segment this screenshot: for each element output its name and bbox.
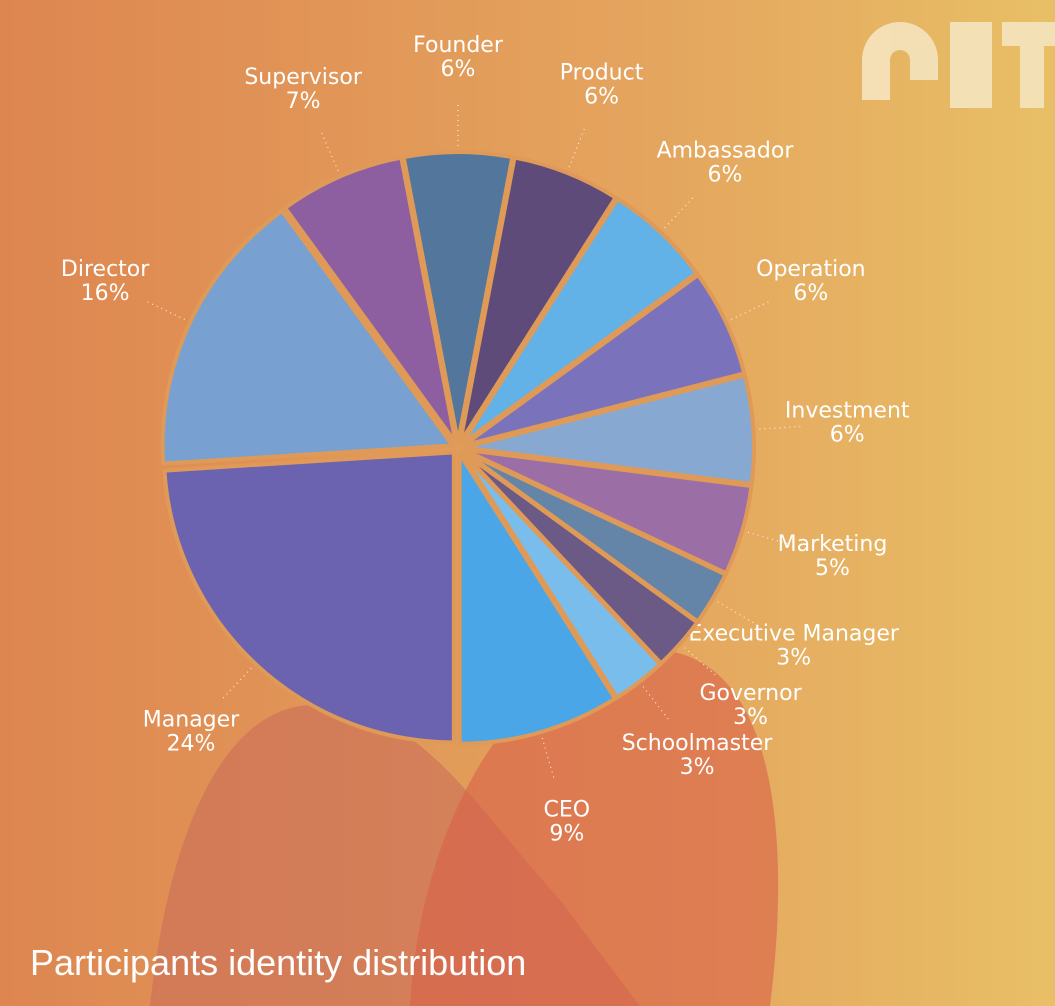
slice-value-label: 5% bbox=[815, 556, 850, 581]
slice-value-label: 3% bbox=[680, 755, 715, 780]
chart-title: Participants identity distribution bbox=[30, 942, 526, 983]
slice-label: CEO bbox=[544, 798, 591, 823]
slice-label: Product bbox=[560, 60, 644, 85]
slice-label: Supervisor bbox=[244, 65, 363, 90]
slice-label: Operation bbox=[756, 257, 865, 282]
slice-label: Marketing bbox=[778, 532, 888, 557]
slice-label: Governor bbox=[699, 681, 802, 706]
slice-value-label: 6% bbox=[584, 84, 619, 109]
slice-value-label: 3% bbox=[733, 705, 768, 730]
slice-label: Ambassador bbox=[657, 139, 795, 164]
slice-value-label: 6% bbox=[441, 57, 476, 82]
slice-value-label: 6% bbox=[830, 423, 865, 448]
chart: Founder6%Product6%Ambassador6%Operation6… bbox=[0, 0, 1055, 1006]
slice-label: Manager bbox=[143, 707, 240, 732]
slice-value-label: 16% bbox=[81, 281, 130, 306]
slice-value-label: 9% bbox=[549, 822, 584, 847]
slice-label: Schoolmaster bbox=[622, 731, 774, 756]
slice-value-label: 7% bbox=[286, 89, 321, 114]
slice-label: Director bbox=[61, 257, 150, 282]
slice-label: Founder bbox=[413, 33, 504, 58]
slice-value-label: 6% bbox=[708, 163, 743, 188]
slice-value-label: 3% bbox=[776, 646, 811, 671]
page: {"chart_data": {"type": "pie", "title": … bbox=[0, 0, 1055, 1006]
slice-label: Investment bbox=[785, 399, 910, 424]
slice-value-label: 24% bbox=[167, 731, 216, 756]
slice-value-label: 6% bbox=[793, 281, 828, 306]
slice-label: Executive Manager bbox=[688, 622, 899, 647]
